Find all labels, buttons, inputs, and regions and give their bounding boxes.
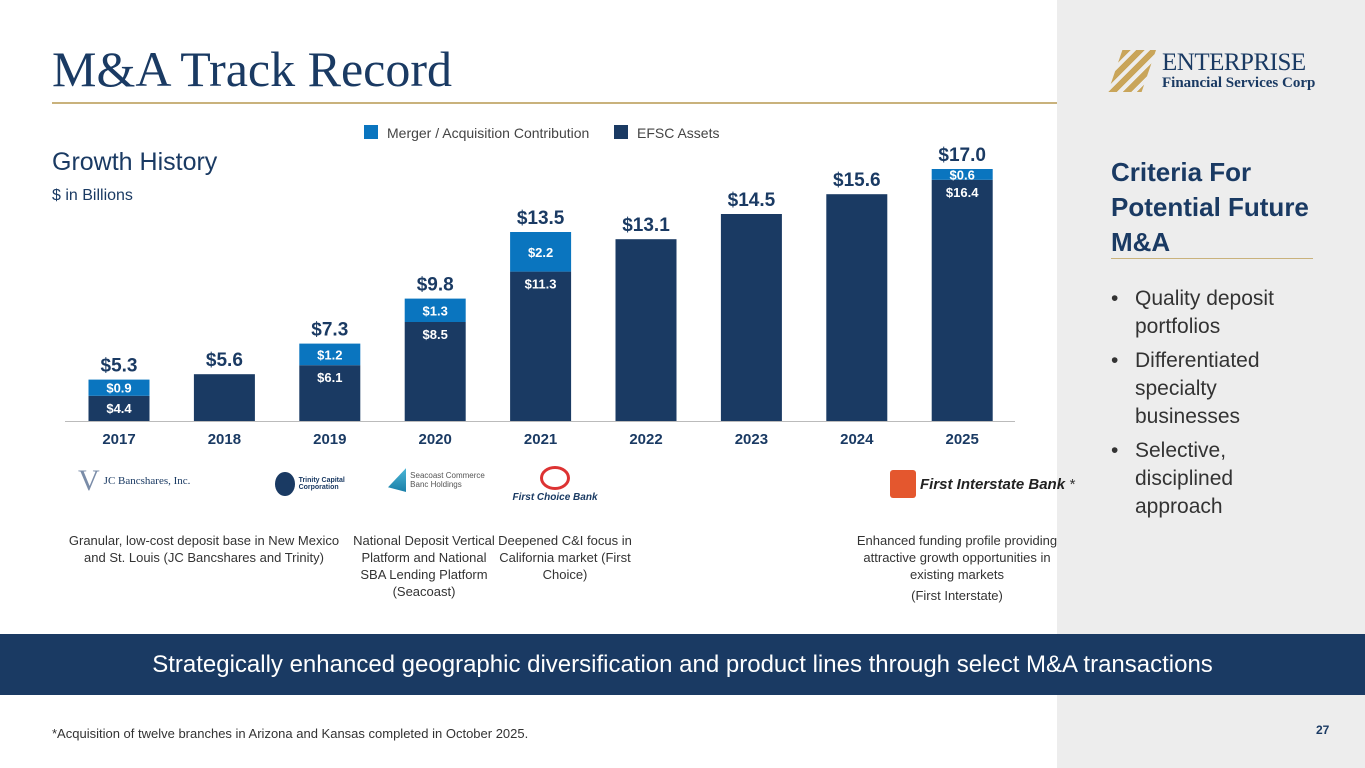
- x-tick-2021: 2021: [524, 431, 557, 448]
- data-label-merger-2020: $1.3: [423, 303, 448, 318]
- total-label-2025: $17.0: [938, 145, 986, 166]
- legend-swatch-merger: [364, 125, 378, 139]
- bar-efsc-2025: [931, 179, 993, 421]
- total-label-2024: $15.6: [833, 170, 881, 191]
- logo-line2: Financial Services Corp: [1162, 74, 1316, 91]
- chart-title: Growth History: [52, 148, 218, 176]
- caption-seacoast: National Deposit Vertical Platform and N…: [353, 533, 495, 599]
- chart-subtitle: $ in Billions: [52, 187, 133, 204]
- legend-swatch-efsc: [614, 125, 628, 139]
- bar-merger-2017: [88, 379, 150, 396]
- data-label-merger-2021: $2.2: [528, 245, 553, 260]
- x-tick-2019: 2019: [313, 431, 346, 448]
- criteria-item: Differentiated specialty businesses: [1111, 347, 1321, 431]
- legend-label-efsc: EFSC Assets: [637, 125, 719, 141]
- bar-efsc-2022: [615, 239, 677, 421]
- data-label-efsc-2019: $6.1: [317, 370, 342, 385]
- logo-first-choice: First Choice Bank: [510, 466, 600, 503]
- criteria-item: Selective, disciplined approach: [1111, 437, 1321, 521]
- total-label-2020: $9.8: [417, 275, 454, 296]
- logo-first-interstate: First Interstate Bank *: [890, 470, 1075, 498]
- bar-merger-2021: [510, 232, 572, 272]
- data-label-efsc-2025: $16.4: [946, 185, 979, 200]
- growth-chart: Merger / Acquisition Contribution EFSC As…: [65, 125, 1015, 448]
- bar-efsc-2020: [404, 322, 466, 421]
- logo-seacoast: Seacoast Commerce Banc Holdings: [388, 468, 488, 492]
- bar-efsc-2021: [510, 271, 572, 421]
- logo-trinity: Trinity Capital Corporation: [275, 472, 365, 496]
- caption-first-interstate: Enhanced funding profile providing attra…: [856, 533, 1058, 582]
- criteria-list: Quality deposit portfolios Differentiate…: [1111, 285, 1321, 527]
- footnote: *Acquisition of twelve branches in Arizo…: [52, 726, 529, 741]
- total-label-2021: $13.5: [517, 208, 565, 229]
- legend-label-merger: Merger / Acquisition Contribution: [387, 125, 589, 141]
- data-label-efsc-2020: $8.5: [423, 327, 448, 342]
- bar-merger-2020: [404, 298, 466, 322]
- total-label-2023: $14.5: [728, 190, 776, 211]
- data-label-merger-2017: $0.9: [106, 381, 131, 396]
- bar-efsc-2023: [720, 214, 782, 421]
- page-title: M&A Track Record: [52, 41, 452, 97]
- x-tick-2018: 2018: [208, 431, 241, 448]
- logo-line1: ENTERPRISE: [1162, 48, 1306, 76]
- data-label-merger-2025: $0.6: [950, 167, 975, 182]
- x-tick-2020: 2020: [419, 431, 452, 448]
- summary-banner: Strategically enhanced geographic divers…: [0, 634, 1365, 695]
- x-tick-2025: 2025: [946, 431, 979, 448]
- total-label-2018: $5.6: [206, 350, 243, 371]
- page-number: 27: [1316, 723, 1330, 737]
- logo-jc-bancshares: V JC Bancshares, Inc.: [78, 464, 191, 497]
- caption-first-interstate-name: (First Interstate): [911, 588, 1003, 603]
- bar-efsc-2017: [88, 395, 150, 421]
- total-label-2022: $13.1: [622, 215, 670, 236]
- bar-efsc-2018: [193, 374, 255, 421]
- data-label-efsc-2021: $11.3: [525, 277, 557, 292]
- logo-mark-icon: [1108, 50, 1156, 92]
- data-label-efsc-2017: $4.4: [106, 401, 132, 416]
- bar-efsc-2024: [826, 194, 888, 421]
- data-label-merger-2019: $1.2: [317, 347, 342, 362]
- total-label-2017: $5.3: [101, 356, 138, 377]
- total-label-2019: $7.3: [311, 320, 348, 341]
- bar-merger-2019: [299, 343, 361, 366]
- x-tick-2022: 2022: [629, 431, 662, 448]
- title-divider: [52, 102, 1057, 104]
- x-tick-2017: 2017: [102, 431, 135, 448]
- x-tick-2024: 2024: [840, 431, 874, 448]
- bar-efsc-2019: [299, 365, 361, 421]
- caption-jc-trinity: Granular, low-cost deposit base in New M…: [68, 533, 340, 565]
- bar-merger-2025: [931, 169, 993, 180]
- criteria-title: Criteria For Potential Future M&A: [1111, 157, 1309, 257]
- x-tick-2023: 2023: [735, 431, 768, 448]
- criteria-item: Quality deposit portfolios: [1111, 285, 1321, 341]
- criteria-divider: [1111, 258, 1313, 259]
- caption-first-choice: Deepened C&I focus in California market …: [498, 533, 632, 582]
- company-logo: ENTERPRISE Financial Services Corp: [1108, 50, 1315, 92]
